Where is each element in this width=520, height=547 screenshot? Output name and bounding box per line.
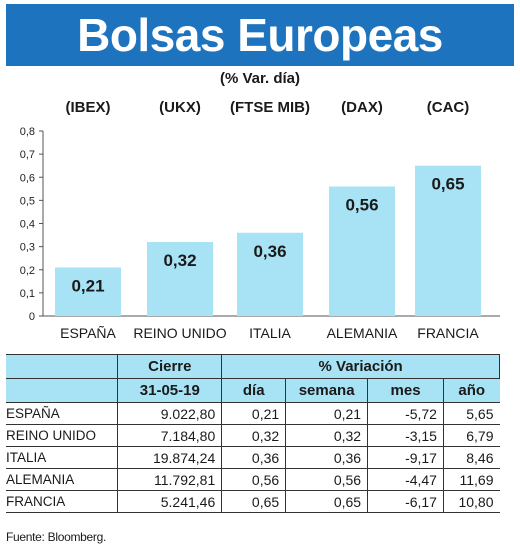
table-header-ano: año: [442, 378, 500, 403]
y-tick-label: 0,7: [20, 149, 35, 161]
y-tick-label: 0,1: [20, 288, 35, 300]
table-header-date: 31-05-19: [117, 378, 223, 403]
cell-dia: 0,65: [221, 490, 287, 513]
cell-ano: 5,65: [443, 402, 500, 425]
table-header-mes: mes: [367, 378, 444, 403]
cell-mes: -3,15: [367, 424, 444, 447]
cell-dia: 0,21: [221, 402, 287, 425]
table-row: ALEMANIA 11.792,81 0,56 0,56 -4,47 11,69: [6, 468, 500, 491]
cell-country: ESPAÑA: [6, 402, 119, 425]
cell-semana: 0,56: [285, 468, 369, 491]
table-header-semana: semana: [285, 378, 369, 403]
bar-value-label: 0,36: [253, 242, 286, 261]
table-row: ESPAÑA 9.022,80 0,21 0,21 -5,72 5,65: [6, 402, 500, 425]
y-tick-label: 0,8: [20, 126, 35, 138]
cell-mes: -4,47: [367, 468, 444, 491]
cell-country: REINO UNIDO: [6, 424, 119, 447]
cell-semana: 0,32: [285, 424, 369, 447]
cell-country: ITALIA: [6, 446, 119, 469]
bar-value-label: 0,32: [163, 251, 196, 270]
table-header-variacion: % Variación: [221, 354, 500, 379]
cell-ano: 6,79: [443, 424, 500, 447]
y-tick-label: 0,6: [20, 172, 35, 184]
x-category-label: ITALIA: [249, 325, 291, 341]
cell-ano: 8,46: [443, 446, 500, 469]
source-note: Fuente: Bloomberg.: [6, 530, 106, 544]
cell-ano: 11,69: [443, 468, 500, 491]
cell-mes: -6,17: [367, 490, 444, 513]
bar-value-label: 0,56: [345, 196, 378, 215]
cell-country: FRANCIA: [6, 490, 119, 513]
x-category-label: ALEMANIA: [327, 325, 398, 341]
cell-dia: 0,32: [221, 424, 287, 447]
table-header-row: Cierre % Variación: [6, 354, 500, 379]
cell-mes: -9,17: [367, 446, 444, 469]
index-label: (FTSE MIB): [230, 99, 310, 116]
cell-cierre: 5.241,46: [117, 490, 223, 513]
table-row: FRANCIA 5.241,46 0,65 0,65 -6,17 10,80: [6, 490, 500, 513]
y-tick-label: 0,5: [20, 195, 35, 207]
table-subheader-blank: [6, 378, 119, 403]
cell-mes: -5,72: [367, 402, 444, 425]
table-row: ITALIA 19.874,24 0,36 0,36 -9,17 8,46: [6, 446, 500, 469]
bar: [147, 242, 213, 316]
bar-value-label: 0,65: [431, 175, 464, 194]
y-tick-label: 0,2: [20, 265, 35, 277]
bar: [329, 186, 395, 316]
index-label: (UKX): [159, 99, 201, 116]
x-category-label: REINO UNIDO: [133, 325, 226, 341]
bar: [55, 267, 121, 316]
cell-cierre: 7.184,80: [117, 424, 223, 447]
y-tick-label: 0: [29, 311, 35, 323]
bar-chart: 0 0,1 0,2 0,3 0,4 0,5 0,6 0,7 0,8 0,21 ESPAÑA 0,32 R…: [20, 126, 500, 341]
cell-country: ALEMANIA: [6, 468, 119, 491]
bar: [237, 232, 303, 316]
cell-cierre: 19.874,24: [117, 446, 223, 469]
chart-subtitle: (% Var. día): [219, 70, 301, 87]
table-row: REINO UNIDO 7.184,80 0,32 0,32 -3,15 6,79: [6, 424, 500, 447]
y-tick-label: 0,3: [20, 242, 35, 254]
index-label: (CAC): [426, 99, 470, 116]
table-subheader-row: 31-05-19 día semana mes año: [6, 378, 500, 403]
table-header-blank: [6, 354, 119, 379]
page-title: Bolsas Europeas: [6, 4, 514, 66]
index-label: (IBEX): [65, 99, 111, 116]
bar-value-label: 0,21: [71, 276, 104, 295]
cell-semana: 0,65: [285, 490, 369, 513]
cell-dia: 0,56: [221, 468, 287, 491]
data-table: Cierre % Variación 31-05-19 día semana m…: [6, 354, 500, 513]
x-category-label: ESPAÑA: [60, 325, 116, 341]
x-category-label: FRANCIA: [417, 325, 479, 341]
cell-cierre: 11.792,81: [117, 468, 223, 491]
table-body: ESPAÑA 9.022,80 0,21 0,21 -5,72 5,65 REINO UNI…: [6, 402, 500, 513]
table-header-cierre: Cierre: [117, 354, 223, 379]
index-label: (DAX): [341, 99, 383, 116]
bar: [415, 165, 481, 316]
table-header-dia: día: [221, 378, 287, 403]
cell-semana: 0,36: [285, 446, 369, 469]
cell-cierre: 9.022,80: [117, 402, 223, 425]
cell-semana: 0,21: [285, 402, 369, 425]
y-tick-label: 0,4: [20, 219, 35, 231]
cell-dia: 0,36: [221, 446, 287, 469]
cell-ano: 10,80: [443, 490, 500, 513]
